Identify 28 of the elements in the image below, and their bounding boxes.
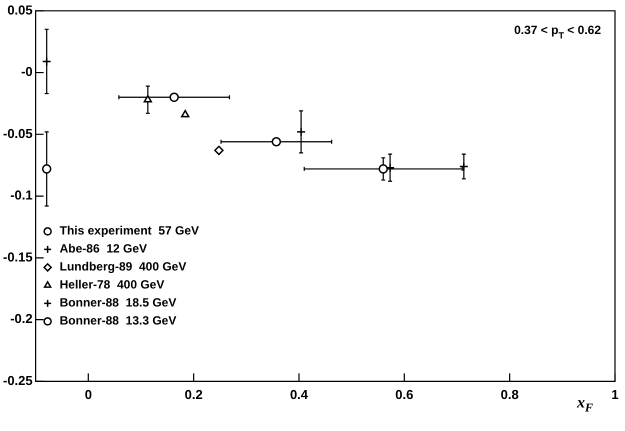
point bbox=[214, 146, 224, 156]
y-tick-label: 0.05 bbox=[7, 2, 33, 18]
y-tick-label: -0.2 bbox=[10, 311, 33, 326]
y-tick-label: -0.25 bbox=[2, 372, 33, 388]
y-tick-label: -0 bbox=[21, 64, 33, 80]
y-tick-label: -0.05 bbox=[2, 126, 33, 141]
y-tick-label: -0.1 bbox=[10, 188, 33, 203]
legend-label: Lundberg-89 400 GeV bbox=[60, 260, 186, 274]
x-tick-label: 0.2 bbox=[184, 386, 203, 402]
legend-label: Bonner-88 13.3 GeV bbox=[60, 314, 176, 328]
x-tick-label: 0.4 bbox=[290, 386, 309, 402]
point bbox=[378, 164, 388, 174]
y-tick-label: -0.15 bbox=[2, 249, 33, 264]
point bbox=[181, 110, 190, 118]
x-tick-label: 0.6 bbox=[395, 386, 414, 402]
point bbox=[42, 164, 52, 174]
point bbox=[42, 56, 52, 66]
x-tick-label: 1 bbox=[611, 386, 619, 402]
point bbox=[169, 92, 179, 102]
point bbox=[296, 127, 306, 137]
legend-label: This experiment 57 GeV bbox=[60, 224, 200, 238]
x-tick-label: 0 bbox=[84, 386, 92, 402]
legend-label: Abe-86 12 GeV bbox=[60, 242, 148, 256]
point bbox=[272, 136, 282, 146]
legend-label: Heller-78 400 GeV bbox=[60, 278, 164, 292]
legend-label: Bonner-88 18.5 GeV bbox=[60, 296, 176, 310]
point bbox=[144, 94, 152, 102]
x-tick-label: 0.8 bbox=[500, 386, 519, 402]
